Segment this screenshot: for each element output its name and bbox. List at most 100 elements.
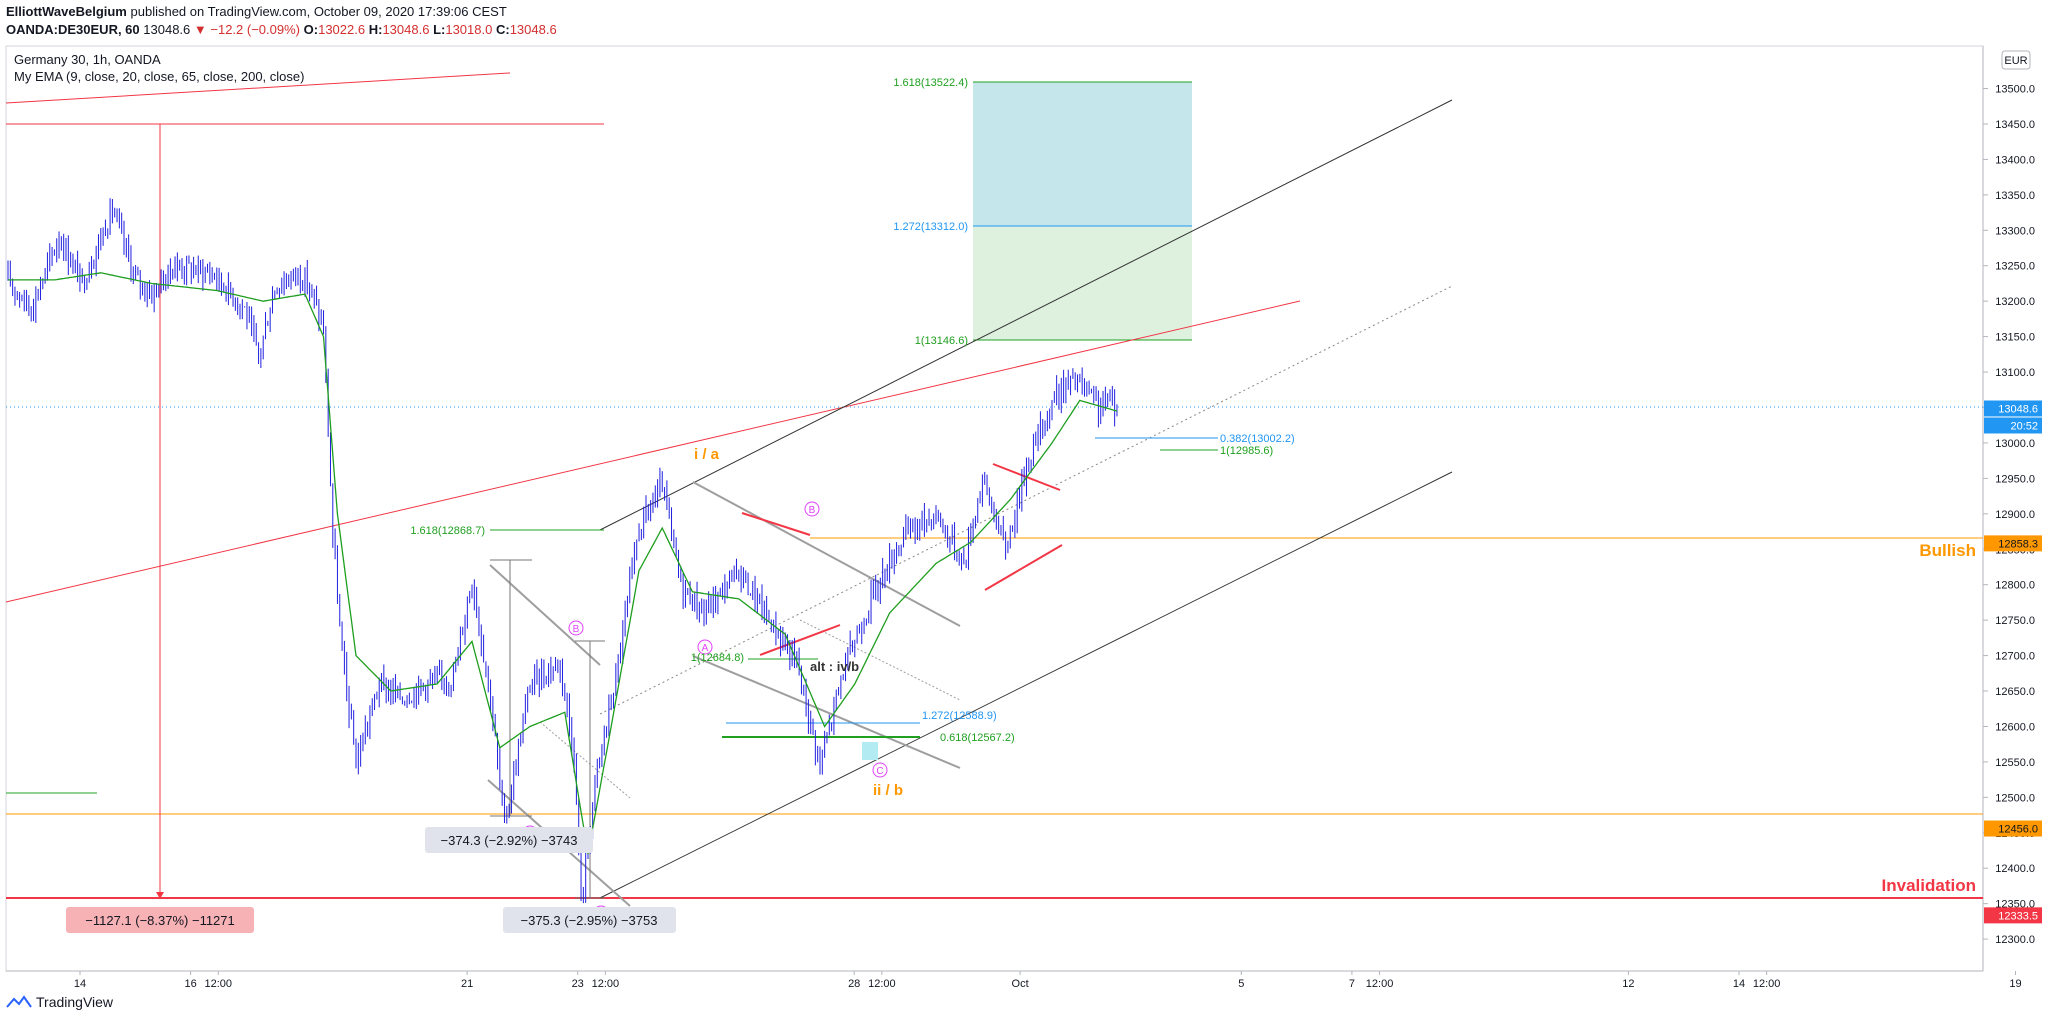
price-tag-3[interactable]: [1984, 400, 2042, 417]
close-value: 13048.6: [509, 22, 557, 37]
price-tick-label: 12400.0: [1995, 863, 2035, 875]
abc-channel-1-mid[interactable]: [539, 721, 631, 799]
price-tick-label: 12750.0: [1995, 615, 2035, 627]
fib-label-1-right: 1(12985.6): [1220, 445, 1273, 457]
price-tick-label: 12500.0: [1995, 792, 2035, 804]
price-tick-label: 12300.0: [1995, 934, 2035, 946]
price-axis[interactable]: 13500.0 13450.0 13400.0 13350.0 13300.0 13250…: [1983, 84, 2035, 947]
price-tick-label: 13150.0: [1995, 332, 2035, 344]
triangle-2-lower[interactable]: [984, 544, 1063, 591]
countdown-tag: [1984, 417, 2042, 434]
price-tag-label-0: 12858.3: [1998, 538, 2038, 550]
triangle-1-lower[interactable]: [759, 624, 841, 656]
currency-label: EUR: [2004, 55, 2027, 67]
measure-box-3[interactable]: [66, 907, 254, 933]
abc-channel-1-upper[interactable]: [489, 564, 601, 666]
ema-line: [8, 272, 1118, 855]
time-tick-label: Oct: [1012, 978, 1029, 990]
high-label: H:: [368, 22, 383, 37]
abc-channel-2-upper[interactable]: [692, 481, 961, 627]
price-tick-label: 12600.0: [1995, 721, 2035, 733]
target-box-lower[interactable]: [973, 226, 1192, 340]
time-tick-label: 14: [74, 978, 86, 990]
currency-badge[interactable]: [2001, 50, 2031, 70]
time-tick-label: 12:00: [868, 978, 896, 990]
price-tick-label: 12700.0: [1995, 651, 2035, 663]
time-tick-label: 12:00: [1753, 978, 1781, 990]
time-tick-label: 12:00: [204, 978, 232, 990]
legend-title[interactable]: Germany 30, 1h, OANDA: [14, 52, 161, 67]
symbol-name[interactable]: OANDA:DE30EUR, 60: [6, 22, 140, 37]
invalidation-annotation[interactable]: Invalidation: [1882, 876, 1976, 895]
price-tick-label: 13100.0: [1995, 367, 2035, 379]
price-tick-label: 13000.0: [1995, 438, 2035, 450]
time-tick-label: 12: [1622, 978, 1634, 990]
abc-channel-2-mid[interactable]: [799, 619, 961, 701]
price-tick-label: 13200.0: [1995, 296, 2035, 308]
triangle-1-upper[interactable]: [741, 512, 811, 536]
time-tick-label: 14: [1733, 978, 1745, 990]
price-tag-0[interactable]: [1984, 535, 2042, 552]
price-tick-label: 13250.0: [1995, 261, 2035, 273]
time-tick-label: 12:00: [592, 978, 620, 990]
countdown-label: 20:52: [2010, 420, 2038, 432]
publish-info: published on TradingView.com, October 09…: [130, 4, 507, 19]
high-value: 13048.6: [382, 22, 430, 37]
author-name[interactable]: ElliottWaveBelgium: [6, 4, 127, 19]
circle-label-b-2-text: B: [809, 505, 816, 516]
time-axis[interactable]: 14 16 12:00 21 23 12:00 28 12:00 Oct 5 7 12:00 12 14 1…: [74, 971, 2052, 990]
price-tick-label: 13450.0: [1995, 119, 2035, 131]
price-tick-label: 12950.0: [1995, 473, 2035, 485]
circle-label-b-1-text: B: [573, 624, 580, 635]
channel-mid-line[interactable]: [599, 285, 1453, 715]
price-tag-label-3: 13048.6: [1998, 403, 2038, 415]
target-box-upper[interactable]: [973, 82, 1192, 226]
time-tick-label: 12:00: [1366, 978, 1394, 990]
circle-label-a-2: A: [697, 639, 713, 655]
symbol-line: OANDA:DE30EUR, 60 13048.6 ▼ −12.2 (−0.09…: [6, 22, 557, 37]
price-tick-label: 13500.0: [1995, 84, 2035, 96]
open-value: 13022.6: [318, 22, 366, 37]
price-tick-label: 13400.0: [1995, 154, 2035, 166]
low-value: 13018.0: [445, 22, 493, 37]
last-price: 13048.6: [143, 22, 191, 37]
fib-label-1272-lower: 1.272(12588.9): [922, 710, 997, 722]
time-tick-label: 23: [572, 978, 584, 990]
time-tick-label: 7: [1349, 978, 1355, 990]
footer: TradingView: [6, 994, 113, 1010]
channel-upper-line[interactable]: [599, 99, 1453, 531]
wave-label-i-a: i / a: [694, 446, 720, 463]
fib-label-1-upper: 1(13146.6): [915, 335, 968, 347]
circle-label-c-2: C: [872, 762, 888, 778]
measure-label-3: −1127.1 (−8.37%) −11271: [85, 913, 235, 928]
red-trendline[interactable]: [5, 300, 1301, 603]
price-tag-label-2: 12333.5: [1998, 910, 2038, 922]
price-tag-label-1: 12456.0: [1998, 824, 2038, 836]
open-label: O:: [303, 22, 319, 37]
circle-label-a-2-text: A: [702, 643, 709, 654]
fib-label-1618-lower: 1.618(12868.7): [410, 525, 485, 537]
bullish-annotation[interactable]: Bullish: [1919, 541, 1976, 560]
measure-box-1[interactable]: [425, 827, 593, 853]
price-tag-2[interactable]: [1984, 907, 2042, 924]
fib-label-0382: 0.382(13002.2): [1220, 433, 1295, 445]
fib-label-1-lower: 1(12684.8): [691, 652, 744, 664]
fib-label-0618-lower: 0.618(12567.2): [940, 732, 1015, 744]
measure-label-2: −375.3 (−2.95%) −3753: [521, 913, 658, 928]
channel-lower-line[interactable]: [599, 471, 1453, 899]
legend-indicator[interactable]: My EMA (9, close, 20, close, 65, close, …: [14, 69, 304, 84]
time-tick-label: 19: [2009, 978, 2021, 990]
time-tick-label: 21: [461, 978, 473, 990]
circle-label-c-2-text: C: [876, 766, 883, 777]
price-tick-label: 12900.0: [1995, 509, 2035, 521]
measure-box-2[interactable]: [503, 907, 676, 933]
time-tick-label: 16: [184, 978, 196, 990]
price-change: ▼ −12.2 (−0.09%): [193, 22, 301, 37]
footer-brand[interactable]: TradingView: [36, 994, 114, 1010]
red-trendline-top[interactable]: [5, 72, 511, 104]
abc-channel-2-lower[interactable]: [692, 655, 961, 769]
price-tick-label: 13350.0: [1995, 190, 2035, 202]
price-tag-1[interactable]: [1984, 820, 2042, 837]
